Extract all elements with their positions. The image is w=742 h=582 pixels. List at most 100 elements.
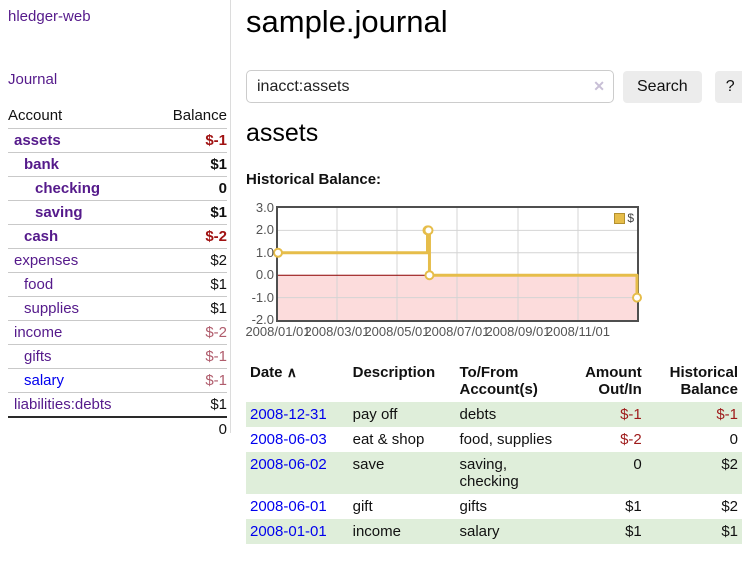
transaction-date-link[interactable]: 2008-06-02	[250, 456, 327, 473]
transaction-date-link[interactable]: 2008-06-01	[250, 498, 327, 515]
register-row: 2008-06-01 gift gifts $1 $2	[246, 494, 742, 519]
transaction-balance: $-1	[716, 406, 738, 423]
account-link-income[interactable]: income	[14, 324, 63, 341]
x-axis-tick-label: 2008/07/01	[424, 324, 490, 339]
account-balance: $2	[151, 248, 227, 273]
transaction-balance: $2	[721, 498, 738, 515]
x-axis-tick-label: 2008/01/01	[245, 324, 311, 339]
account-row-saving: saving $1	[8, 200, 227, 225]
account-balance: $1	[151, 392, 227, 417]
y-axis-tick-label: 1.0	[255, 244, 274, 260]
search-input[interactable]	[246, 70, 614, 103]
x-axis-tick-label: 2008/03/01	[304, 324, 370, 339]
account-link-gifts[interactable]: gifts	[24, 348, 52, 365]
chart-title: Historical Balance:	[246, 171, 382, 188]
account-row-gifts: gifts $-1	[8, 344, 227, 369]
transaction-accounts: food, supplies	[459, 431, 553, 448]
account-link-food[interactable]: food	[24, 276, 54, 293]
register-col-description: Description	[352, 364, 436, 381]
transaction-amount: $-2	[620, 431, 642, 448]
search-bar: ✕ Search ?	[246, 70, 742, 103]
register-section: Date ∧ Description To/From Account(s) Am…	[246, 360, 742, 544]
account-balance: $1	[151, 272, 227, 297]
account-balance: $-1	[151, 344, 227, 369]
sort-ascending-icon: ∧	[286, 364, 297, 380]
register-col-balance: Historical Balance	[669, 364, 738, 398]
y-axis-tick-label: 0.0	[255, 267, 274, 283]
account-balance: $-2	[151, 224, 227, 249]
search-button[interactable]: Search	[623, 70, 702, 103]
transaction-description: eat & shop	[352, 431, 425, 448]
accounts-total: 0	[151, 416, 227, 441]
account-balance: $1	[151, 200, 227, 225]
account-row-expenses: expenses $2	[8, 248, 227, 273]
register-col-date[interactable]: Date ∧	[250, 364, 297, 381]
y-axis-tick-label: 2.0	[255, 222, 274, 238]
account-heading: assets	[246, 119, 319, 147]
transaction-date-link[interactable]: 2008-12-31	[250, 406, 327, 423]
transaction-accounts: gifts	[459, 498, 488, 515]
transaction-balance: $2	[721, 456, 738, 473]
account-row-supplies: supplies $1	[8, 296, 227, 321]
account-balance: $-1	[151, 128, 227, 153]
account-row-bank: bank $1	[8, 152, 227, 177]
register-row: 2008-12-31 pay off debts $-1 $-1	[246, 402, 742, 427]
transaction-amount: $-1	[620, 406, 642, 423]
y-axis-tick-label: -1.0	[251, 289, 274, 305]
account-balance: $1	[151, 296, 227, 321]
account-row-checking: checking 0	[8, 176, 227, 201]
register-col-amount: Amount Out/In	[585, 364, 642, 398]
transaction-description: gift	[352, 498, 373, 515]
accounts-total-row: 0	[8, 416, 227, 441]
x-axis-tick-label: 2008/05/01	[364, 324, 430, 339]
account-link-checking[interactable]: checking	[35, 180, 101, 197]
chart-plot-area[interactable]: $	[273, 206, 642, 322]
register-row: 2008-06-03 eat & shop food, supplies $-2…	[246, 427, 742, 452]
transaction-date-link[interactable]: 2008-01-01	[250, 523, 327, 540]
transaction-description: pay off	[352, 406, 398, 423]
register-table: Date ∧ Description To/From Account(s) Am…	[246, 360, 742, 544]
transaction-amount: $1	[625, 498, 642, 515]
account-link-salary[interactable]: salary	[24, 372, 65, 389]
account-balance: $1	[151, 152, 227, 177]
account-row-liabilities-debts: liabilities:debts $1	[8, 392, 227, 417]
sidebar-item-journal[interactable]: Journal	[8, 71, 58, 88]
transaction-description: save	[352, 456, 385, 473]
account-row-assets: assets $-1	[8, 128, 227, 153]
transaction-accounts: debts	[459, 406, 497, 423]
y-axis-tick-label: 3.0	[255, 200, 274, 215]
account-link-expenses[interactable]: expenses	[14, 252, 79, 269]
chart-legend: $	[614, 211, 634, 225]
legend-label: $	[627, 211, 634, 225]
sidebar-divider	[230, 0, 231, 433]
transaction-description: income	[352, 523, 401, 540]
account-row-income: income $-2	[8, 320, 227, 345]
account-balance: $-1	[151, 368, 227, 393]
clear-search-icon[interactable]: ✕	[593, 78, 605, 94]
account-link-assets[interactable]: assets	[14, 132, 61, 149]
account-row-food: food $1	[8, 272, 227, 297]
x-axis-tick-label: 2008/11/01	[545, 324, 611, 339]
transaction-accounts: saving, checking	[459, 456, 519, 490]
accounts-table: Account Balance assets $-1 bank $1 check…	[8, 104, 227, 441]
account-link-cash[interactable]: cash	[24, 228, 59, 245]
sidebar: hledger-web Journal Account Balance asse…	[8, 8, 227, 441]
x-axis-tick-label: 2008/09/01	[485, 324, 551, 339]
transaction-date-link[interactable]: 2008-06-03	[250, 431, 327, 448]
register-col-accounts: To/From Account(s)	[459, 364, 538, 398]
account-balance: $-2	[151, 320, 227, 345]
transaction-balance: 0	[729, 431, 738, 448]
accounts-col-balance: Balance	[172, 107, 227, 124]
account-link-saving[interactable]: saving	[35, 204, 83, 221]
help-button[interactable]: ?	[714, 70, 742, 103]
transaction-amount: $1	[625, 523, 642, 540]
balance-chart: $ 3.0 2.0 1.0 0.0 -1.0 -2.0 2008/01/01 2008/03/…	[245, 200, 686, 342]
register-row: 2008-01-01 income salary $1 $1	[246, 519, 742, 544]
register-row: 2008-06-02 save saving, checking 0 $2	[246, 452, 742, 494]
app-brand-link[interactable]: hledger-web	[8, 8, 91, 25]
transaction-amount: 0	[633, 456, 642, 473]
account-link-bank[interactable]: bank	[24, 156, 60, 173]
main-content: sample.journal ✕ Search ? assets Histori…	[245, 0, 742, 582]
account-link-supplies[interactable]: supplies	[24, 300, 80, 317]
account-link-liabilities-debts[interactable]: liabilities:debts	[14, 396, 112, 413]
